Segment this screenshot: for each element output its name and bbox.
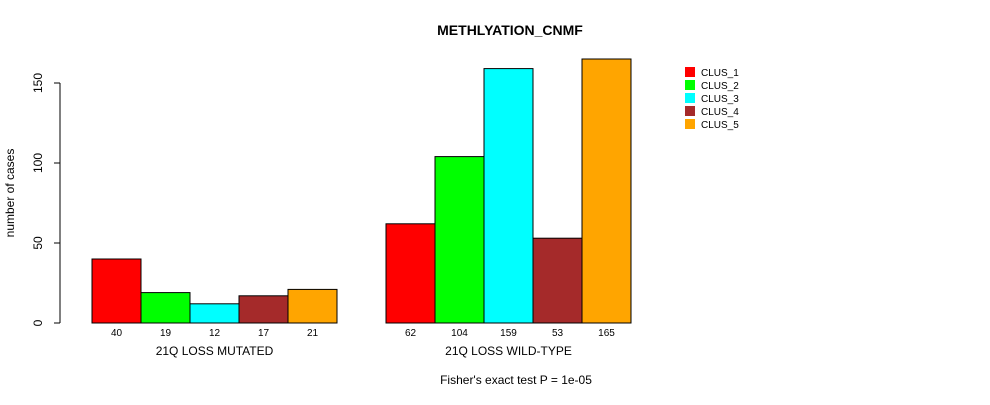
value-labels-group: 40 19 12 17 21 62 104 159 53 165 (111, 328, 615, 339)
category-label: 21Q LOSS MUTATED (156, 344, 274, 358)
bar (91, 258, 142, 324)
category-label: 21Q LOSS WILD-TYPE (445, 344, 572, 358)
y-axis-label: number of cases (3, 149, 17, 238)
y-tick-label: 150 (31, 73, 45, 93)
chart-title: METHLYATION_CNMF (437, 22, 583, 38)
bar-value-label: 17 (258, 328, 270, 339)
category-labels-group: 21Q LOSS MUTATED 21Q LOSS WILD-TYPE (156, 344, 572, 358)
bar-value-label: 159 (500, 328, 517, 339)
footnote: Fisher's exact test P = 1e-05 (440, 373, 592, 387)
bars-group (91, 58, 632, 324)
legend-swatch (685, 93, 695, 103)
legend: CLUS_1 CLUS_2 CLUS_3 CLUS_4 CLUS_5 (685, 67, 739, 131)
bar (140, 292, 191, 324)
legend-swatch (685, 119, 695, 129)
legend-label: CLUS_1 (701, 68, 739, 79)
bar (287, 288, 338, 324)
legend-swatch (685, 80, 695, 90)
legend-label: CLUS_5 (701, 120, 739, 131)
y-axis: 0 50 100 150 (31, 73, 61, 326)
legend-swatch (685, 106, 695, 116)
y-tick-label: 100 (31, 153, 45, 173)
legend-swatch (685, 67, 695, 77)
legend-label: CLUS_2 (701, 81, 739, 92)
y-tick-label: 50 (31, 236, 45, 250)
bar-value-label: 53 (552, 328, 564, 339)
bar-value-label: 19 (160, 328, 172, 339)
bar-value-label: 12 (209, 328, 221, 339)
legend-label: CLUS_3 (701, 94, 739, 105)
bar (483, 68, 534, 324)
bar (189, 303, 240, 324)
bar-value-label: 62 (405, 328, 417, 339)
bar-value-label: 104 (451, 328, 468, 339)
bar-value-label: 165 (598, 328, 615, 339)
bar-value-label: 21 (307, 328, 319, 339)
y-tick-label: 0 (31, 319, 45, 326)
bar (238, 295, 289, 324)
legend-label: CLUS_4 (701, 107, 739, 118)
bar-value-label: 40 (111, 328, 123, 339)
bar (532, 237, 583, 324)
bar (385, 223, 436, 324)
bar (581, 58, 632, 324)
bar (434, 156, 485, 324)
